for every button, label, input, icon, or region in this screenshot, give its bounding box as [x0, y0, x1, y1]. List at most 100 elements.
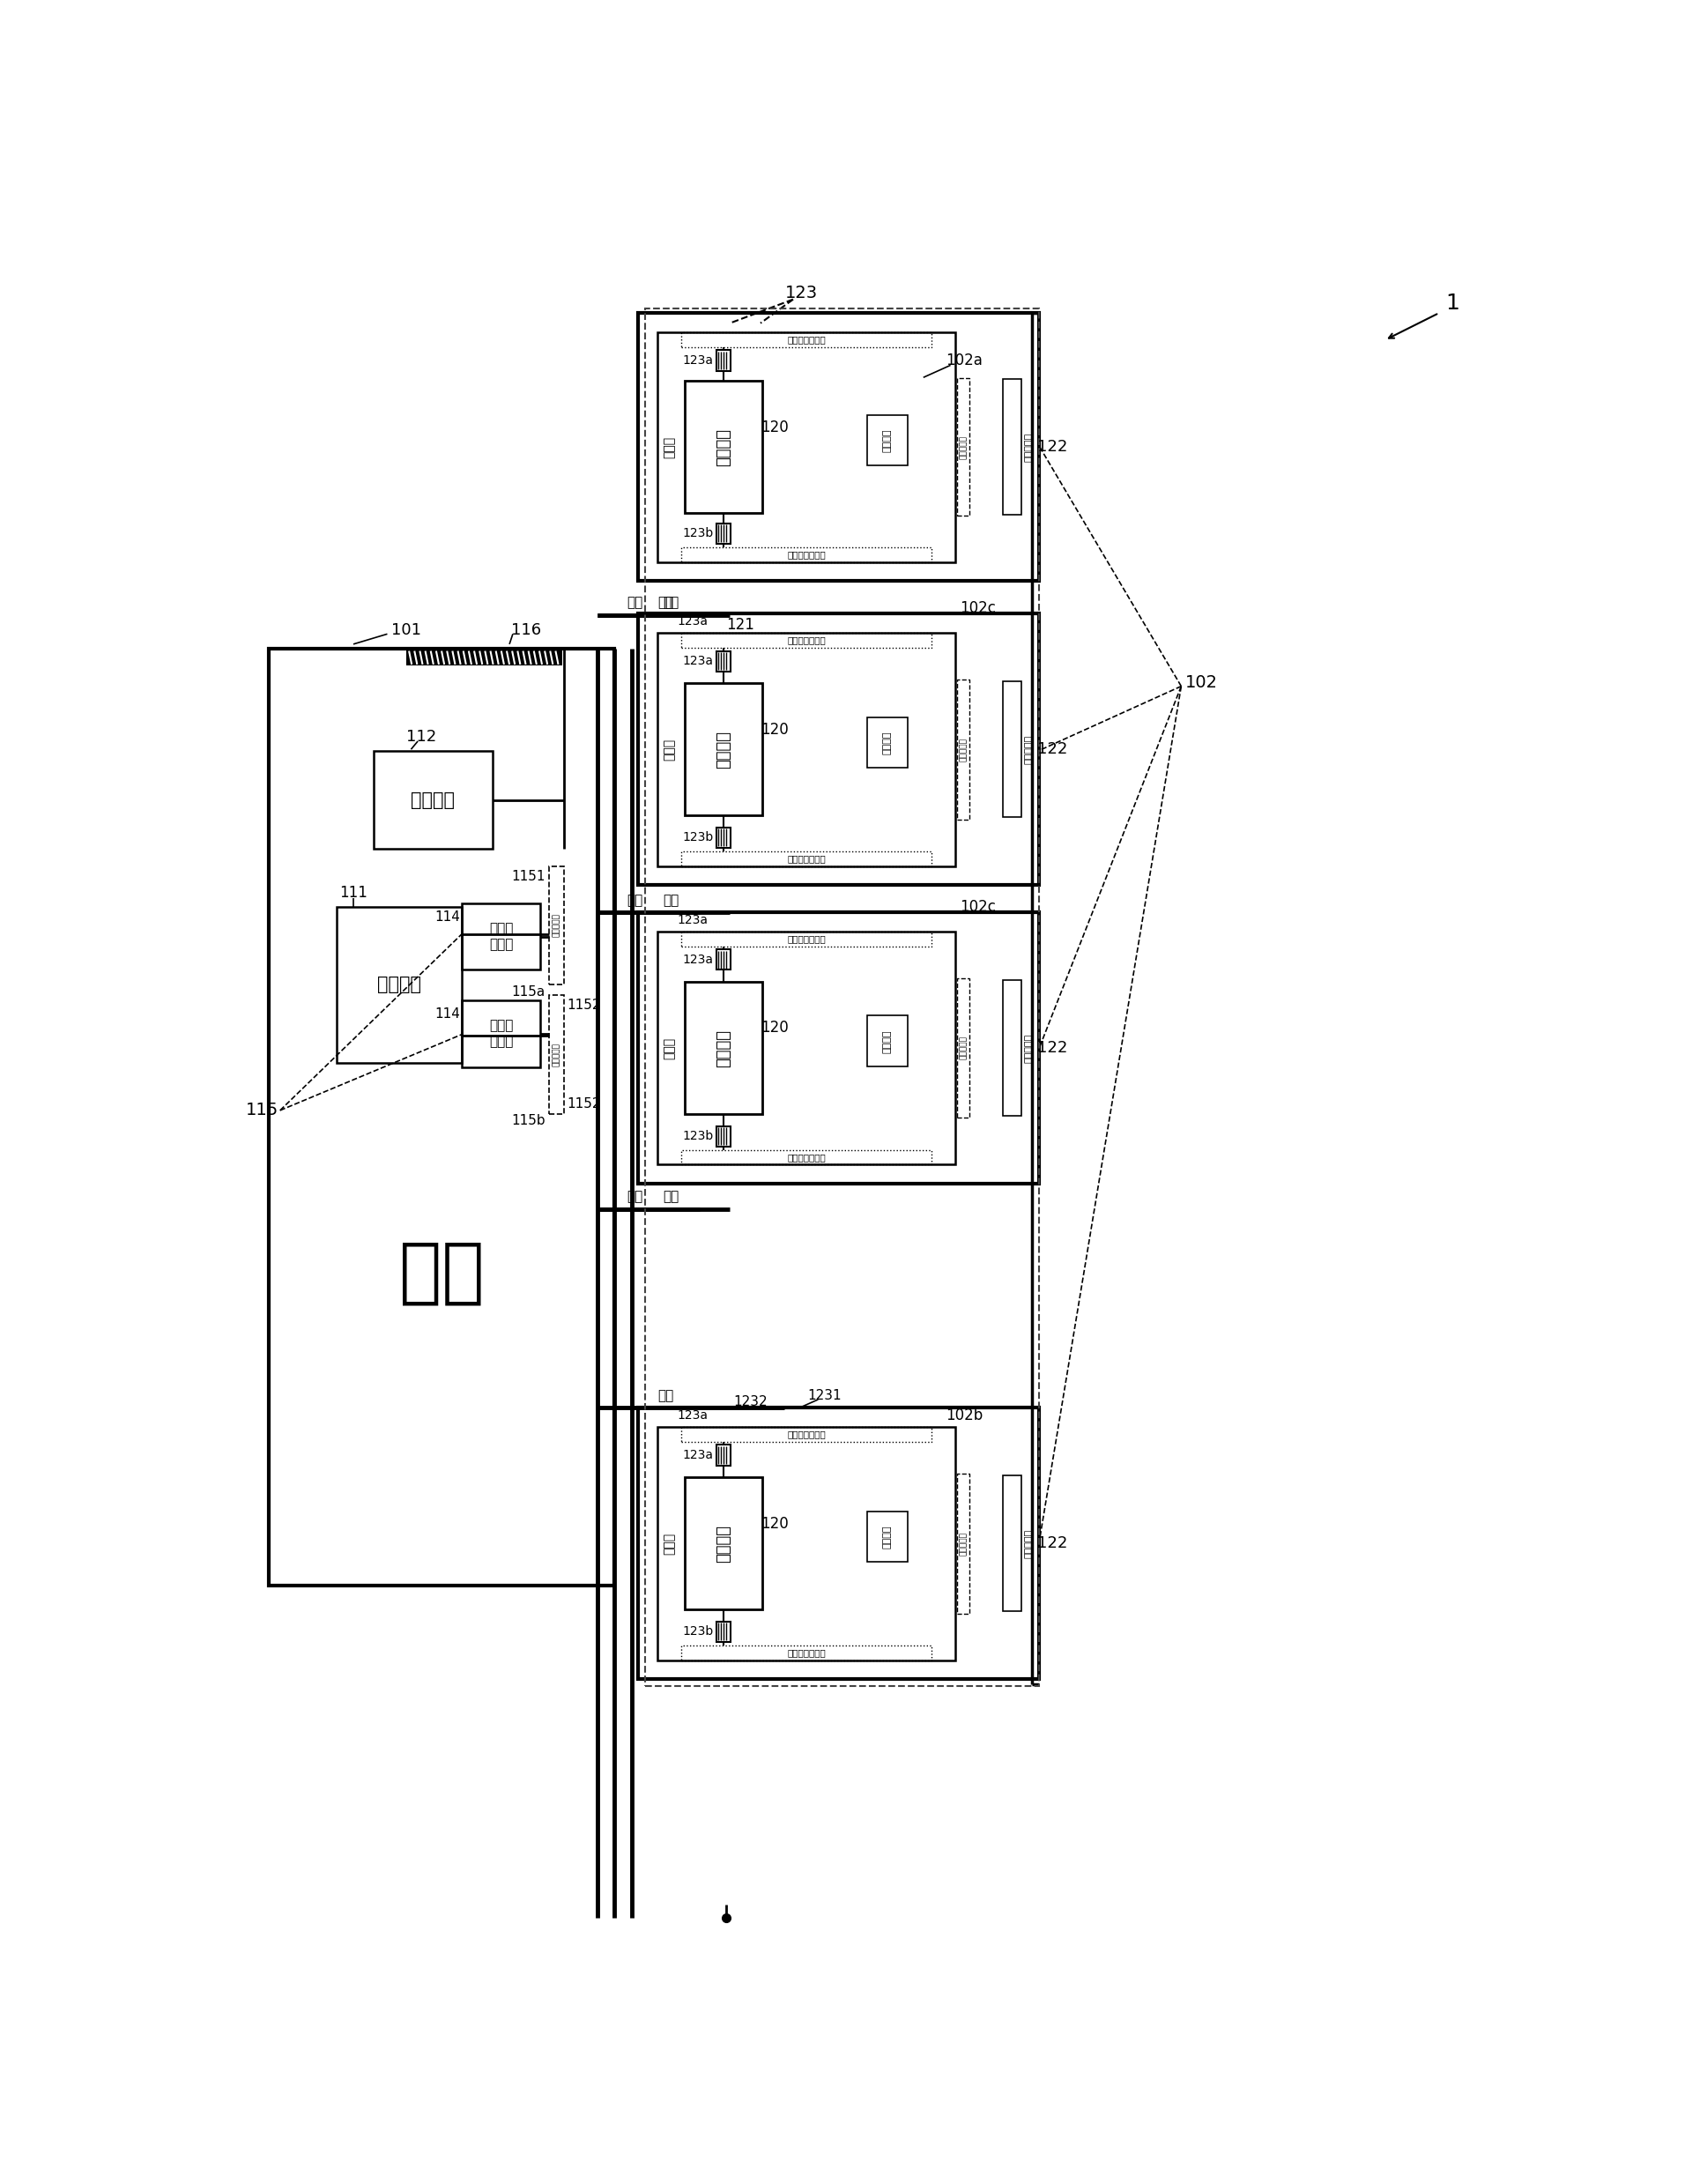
Text: 电芯连接器: 电芯连接器	[1024, 734, 1033, 764]
Text: 第二从板连接器: 第二从板连接器	[787, 550, 826, 559]
Bar	[638, 312, 1040, 581]
Bar	[1002, 380, 1022, 515]
Text: 电芯连接器: 电芯连接器	[1024, 1529, 1033, 1557]
Text: 123a: 123a	[678, 616, 708, 629]
Bar	[638, 614, 1040, 885]
Bar	[958, 679, 970, 819]
Bar	[717, 1621, 731, 1642]
Bar	[958, 1474, 970, 1614]
Bar	[657, 633, 956, 867]
Bar	[958, 978, 970, 1118]
Text: 第二从板连接器: 第二从板连接器	[787, 1649, 826, 1658]
Bar	[958, 378, 970, 515]
Bar	[374, 751, 492, 850]
Text: 120: 120	[761, 1020, 789, 1035]
Text: 122: 122	[1038, 1535, 1067, 1551]
Bar	[867, 1016, 908, 1066]
Bar	[685, 684, 763, 815]
Text: 第一从板连接器: 第一从板连接器	[787, 334, 826, 343]
Text: 采样芯片: 采样芯片	[715, 1029, 731, 1068]
Text: 120: 120	[761, 721, 789, 738]
Text: 120: 120	[761, 1516, 789, 1531]
Text: 101: 101	[391, 622, 422, 638]
Text: 1151: 1151	[512, 869, 546, 882]
Text: 123b: 123b	[683, 832, 714, 843]
Text: 123a: 123a	[683, 1448, 714, 1461]
Text: 123b: 123b	[683, 526, 714, 539]
Text: 通讯转
接芯片: 通讯转 接芯片	[488, 922, 514, 950]
Bar	[681, 930, 932, 946]
Text: 123a: 123a	[678, 915, 708, 926]
Text: 102c: 102c	[959, 601, 995, 616]
Text: 114: 114	[435, 1007, 461, 1020]
Bar	[406, 651, 562, 666]
Bar	[681, 1149, 932, 1164]
Text: 123a: 123a	[678, 1409, 708, 1422]
Text: 供电: 供电	[626, 1190, 644, 1203]
Text: 从板连接器: 从板连接器	[959, 1035, 968, 1059]
Text: 隔离电源: 隔离电源	[883, 732, 891, 753]
Bar	[681, 1645, 932, 1660]
Bar	[336, 906, 463, 1064]
Text: 120: 120	[761, 419, 789, 435]
Bar	[681, 1426, 932, 1441]
Text: 116: 116	[512, 622, 541, 638]
Text: 123a: 123a	[683, 655, 714, 668]
Text: 第二从板连接器: 第二从板连接器	[787, 854, 826, 863]
Text: 115: 115	[246, 1103, 278, 1118]
Text: 从板连接器: 从板连接器	[959, 1531, 968, 1555]
Bar	[681, 852, 932, 867]
Bar	[867, 415, 908, 465]
Bar	[548, 867, 563, 985]
Bar	[685, 983, 763, 1114]
Text: 电芯连接器: 电芯连接器	[1024, 1033, 1033, 1064]
Text: 电源芯片: 电源芯片	[411, 791, 456, 808]
Bar	[685, 380, 763, 513]
Text: 供电: 供电	[657, 1389, 674, 1402]
Text: 供电: 供电	[662, 596, 679, 609]
Text: 1231: 1231	[807, 1389, 842, 1402]
Bar	[463, 904, 539, 970]
Text: 1152: 1152	[567, 1096, 601, 1109]
Text: 第一从板连接器: 第一从板连接器	[787, 1431, 826, 1439]
Text: 123b: 123b	[683, 1129, 714, 1142]
Text: 102c: 102c	[959, 900, 995, 915]
Bar	[1002, 981, 1022, 1116]
Text: 122: 122	[1038, 439, 1067, 454]
Bar	[681, 633, 932, 646]
Text: 115b: 115b	[512, 1114, 546, 1127]
Text: 处理芯片: 处理芯片	[377, 976, 422, 994]
Bar	[717, 1127, 731, 1147]
Bar	[717, 524, 731, 544]
Bar	[657, 1426, 956, 1660]
Text: 102: 102	[1185, 675, 1217, 690]
Text: 从板连接器: 从板连接器	[959, 738, 968, 762]
Bar	[717, 828, 731, 847]
Text: 主板连接器: 主板连接器	[553, 913, 560, 937]
Bar	[463, 1000, 539, 1068]
Bar	[717, 1446, 731, 1465]
Text: 102b: 102b	[946, 1409, 983, 1424]
Text: 123a: 123a	[683, 354, 714, 367]
Text: 供电: 供电	[662, 1190, 679, 1203]
Text: 五层板: 五层板	[664, 437, 676, 459]
Text: 主板连接器: 主板连接器	[553, 1042, 560, 1066]
Text: 通讯转
接芯片: 通讯转 接芯片	[488, 1020, 514, 1048]
Text: 第一从板连接器: 第一从板连接器	[787, 935, 826, 943]
Text: 五层板: 五层板	[664, 1037, 676, 1059]
Text: 采样芯片: 采样芯片	[715, 729, 731, 769]
Bar	[638, 913, 1040, 1184]
Bar	[681, 548, 932, 561]
Bar	[681, 332, 932, 347]
Text: 供电: 供电	[626, 893, 644, 906]
Bar	[548, 996, 563, 1114]
Text: 114: 114	[435, 911, 461, 924]
Bar	[268, 649, 615, 1586]
Text: 隔离电源: 隔离电源	[883, 428, 891, 452]
Text: 122: 122	[1038, 740, 1067, 758]
Bar	[717, 950, 731, 970]
Bar	[638, 1409, 1040, 1679]
Bar	[717, 349, 731, 371]
Bar	[867, 716, 908, 769]
Bar	[1002, 681, 1022, 817]
